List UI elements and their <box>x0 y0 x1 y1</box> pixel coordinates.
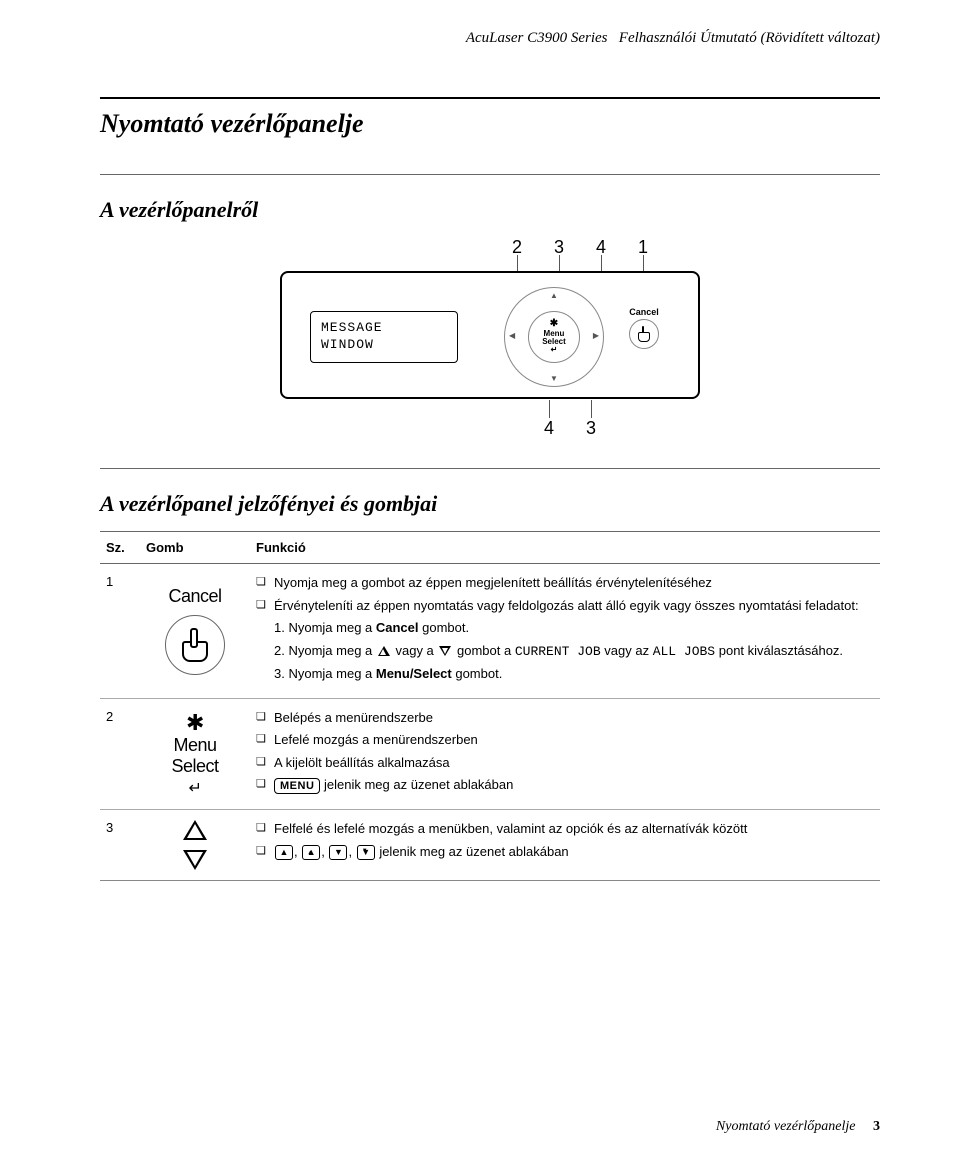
panel-outline: MESSAGE WINDOW ▲ ▼ ◀ ▶ ✱ Menu Select ↵ C… <box>280 271 700 399</box>
menu-select-label: ✱ Menu Select ↵ <box>146 710 244 798</box>
triangle-down-icon <box>439 646 451 656</box>
page-number: 3 <box>873 1119 880 1134</box>
cancel-label-large: Cancel <box>146 586 244 607</box>
dpad-down-icon: ▼ <box>550 374 558 383</box>
callouts-bottom: 4 3 <box>280 402 700 438</box>
step-2: 2. Nyomja meg a vagy a gombot a CURRENT … <box>274 642 874 661</box>
cell-funkcio: Nyomja meg a gombot az éppen megjeleníte… <box>250 564 880 699</box>
dpad-up-icon: ▲ <box>550 291 558 300</box>
msg-line2: WINDOW <box>321 337 447 354</box>
dpad-right-icon: ▶ <box>593 331 599 340</box>
cancel-button-icon <box>629 319 659 349</box>
step-3: 3. Nyomja meg a Menu/Select gombot. <box>274 665 874 683</box>
rule-thick <box>100 97 880 99</box>
cell-gomb <box>140 810 250 881</box>
message-window: MESSAGE WINDOW <box>310 311 458 363</box>
cell-funkcio: Felfelé és lefelé mozgás a menükben, val… <box>250 810 880 881</box>
callout-3b: 3 <box>586 418 596 439</box>
key-up-hold-icon: ▲▲ <box>302 845 320 860</box>
list-item: Nyomja meg a gombot az éppen megjeleníte… <box>256 574 874 592</box>
cell-funkcio: Belépés a menürendszerbe Lefelé mozgás a… <box>250 698 880 810</box>
key-down-icon: ▼ <box>329 845 347 860</box>
product-name: AcuLaser C3900 Series <box>466 30 608 46</box>
page-header: AcuLaser C3900 Series Felhasználói Útmut… <box>100 30 880 47</box>
callouts-top: 2 3 4 1 <box>280 237 700 273</box>
dpad-center: ✱ Menu Select ↵ <box>528 311 580 363</box>
th-gomb: Gomb <box>140 532 250 564</box>
cancel-button-large-icon <box>165 615 225 675</box>
triangle-up-icon <box>183 820 207 840</box>
list-item: Belépés a menürendszerbe <box>256 709 874 727</box>
rule-thin <box>100 174 880 175</box>
callout-4b: 4 <box>544 418 554 439</box>
key-down-hold-icon: ▼▼ <box>357 845 375 860</box>
cell-sz: 1 <box>100 564 140 699</box>
table-row: 2 ✱ Menu Select ↵ Belépés a menürendszer… <box>100 698 880 810</box>
hand-stop-icon <box>181 628 209 662</box>
key-up-icon: ▲ <box>275 845 293 860</box>
enter-icon: ↵ <box>551 346 558 354</box>
page-footer: Nyomtató vezérlőpanelje 3 <box>716 1119 880 1135</box>
callout-line <box>549 400 550 418</box>
list-item: A kijelölt beállítás alkalmazása <box>256 754 874 772</box>
table-row: 3 Felfelé és lefelé mozgás a menükben, v… <box>100 810 880 881</box>
menu-box-icon: MENU <box>274 778 320 795</box>
control-panel-diagram: 2 3 4 1 MESSAGE WINDOW ▲ ▼ ◀ ▶ ✱ Menu Se… <box>280 237 700 438</box>
dpad-left-icon: ◀ <box>509 331 515 340</box>
th-sz: Sz. <box>100 532 140 564</box>
page-title: Nyomtató vezérlőpanelje <box>100 109 880 139</box>
table-row: 1 Cancel Nyomja meg a gombot az éppen me… <box>100 564 880 699</box>
list-item: Érvényteleníti az éppen nyomtatás vagy f… <box>256 597 874 615</box>
footer-text: Nyomtató vezérlőpanelje <box>716 1119 856 1134</box>
list-item: ▲, ▲▲, ▼, ▼▼ jelenik meg az üzenet ablak… <box>256 843 874 861</box>
dpad: ▲ ▼ ◀ ▶ ✱ Menu Select ↵ <box>504 287 604 387</box>
section-lights-title: A vezérlőpanel jelzőfényei és gombjai <box>100 491 880 517</box>
cancel-group: Cancel <box>622 307 666 349</box>
hand-stop-icon <box>637 326 651 342</box>
th-funkcio: Funkció <box>250 532 880 564</box>
list-item: MENU jelenik meg az üzenet ablakában <box>256 776 874 794</box>
enter-icon: ↵ <box>189 780 202 797</box>
triangle-up-icon <box>378 646 390 656</box>
doc-title: Felhasználói Útmutató (Rövidített változ… <box>619 30 880 46</box>
list-item: Felfelé és lefelé mozgás a menükben, val… <box>256 820 874 838</box>
rule-thin <box>100 468 880 469</box>
star-icon: ✱ <box>146 710 244 735</box>
cancel-label: Cancel <box>622 307 666 317</box>
cell-gomb: ✱ Menu Select ↵ <box>140 698 250 810</box>
triangle-stack <box>146 820 244 870</box>
cell-gomb: Cancel <box>140 564 250 699</box>
step-1: 1. Nyomja meg a Cancel gombot. <box>274 619 874 637</box>
callout-line <box>591 400 592 418</box>
cell-sz: 2 <box>100 698 140 810</box>
section-about-title: A vezérlőpanelről <box>100 197 880 223</box>
cell-sz: 3 <box>100 810 140 881</box>
controls-table: Sz. Gomb Funkció 1 Cancel Nyomja meg a g… <box>100 532 880 881</box>
msg-line1: MESSAGE <box>321 320 447 337</box>
table-header-row: Sz. Gomb Funkció <box>100 532 880 564</box>
list-item: Lefelé mozgás a menürendszerben <box>256 731 874 749</box>
triangle-down-icon <box>183 850 207 870</box>
